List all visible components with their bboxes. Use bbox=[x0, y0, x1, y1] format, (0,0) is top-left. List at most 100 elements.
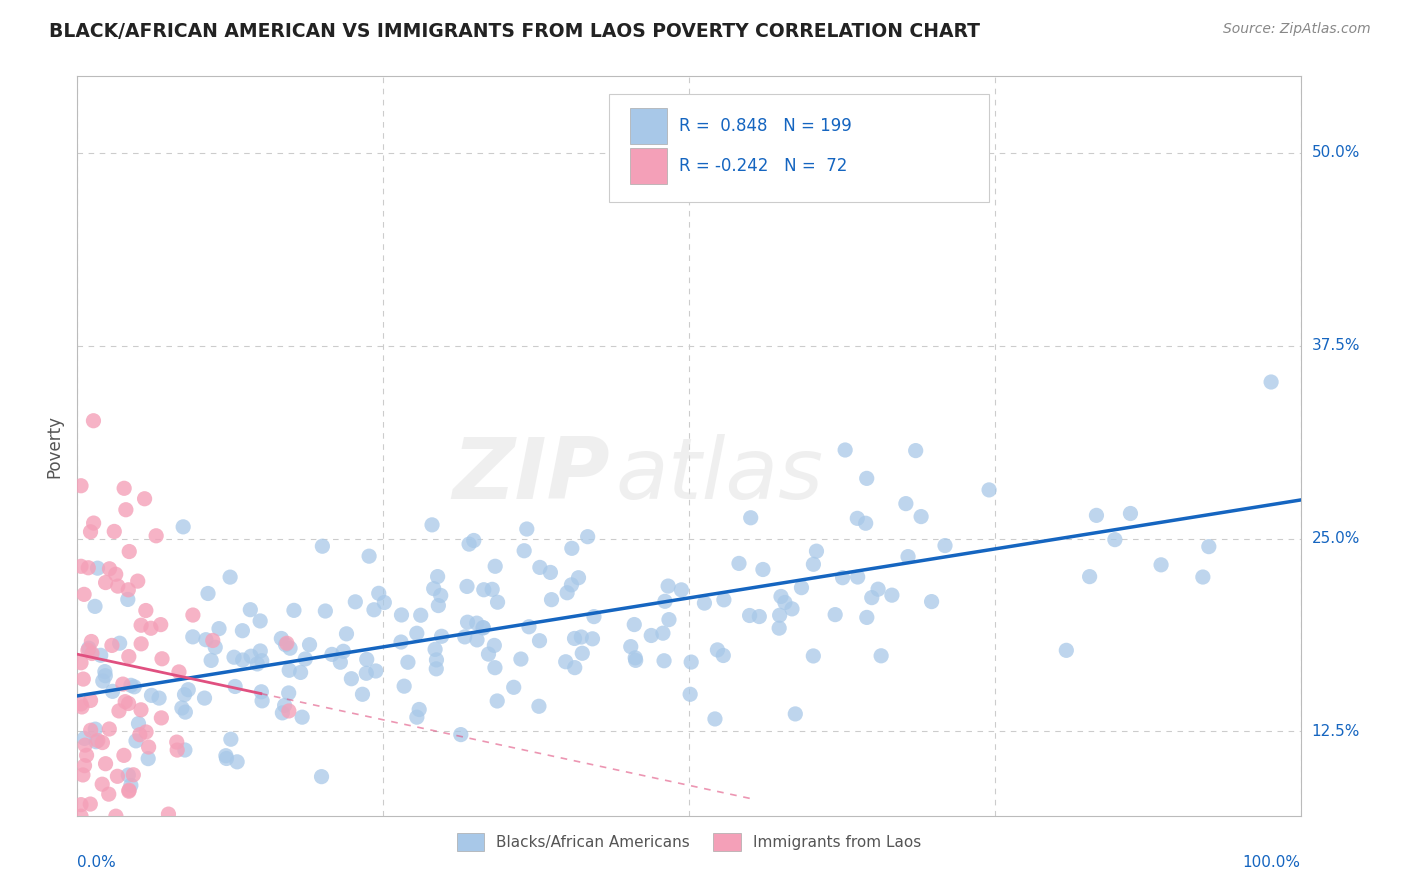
Point bbox=[405, 626, 427, 640]
Point bbox=[84, 599, 107, 614]
Point bbox=[538, 566, 561, 580]
Point bbox=[73, 731, 96, 746]
Point bbox=[246, 657, 269, 671]
Point bbox=[231, 624, 253, 638]
Point bbox=[706, 643, 728, 657]
Point bbox=[222, 650, 245, 665]
Point bbox=[321, 648, 343, 662]
Point bbox=[463, 533, 485, 548]
Point bbox=[98, 722, 121, 736]
Point bbox=[564, 632, 586, 646]
Point bbox=[86, 561, 108, 575]
Point bbox=[135, 603, 157, 617]
Point bbox=[70, 700, 93, 714]
Point bbox=[77, 643, 100, 657]
Point bbox=[117, 697, 139, 711]
Point bbox=[103, 524, 125, 539]
Point bbox=[769, 608, 792, 623]
Point bbox=[910, 509, 932, 524]
Point bbox=[215, 751, 238, 765]
Legend: Blacks/African Americans, Immigrants from Laos: Blacks/African Americans, Immigrants fro… bbox=[451, 827, 927, 856]
Y-axis label: Poverty: Poverty bbox=[45, 415, 63, 477]
Point bbox=[540, 592, 562, 607]
Point bbox=[87, 733, 110, 747]
Point bbox=[117, 768, 139, 782]
Point bbox=[273, 698, 295, 713]
Point bbox=[513, 543, 536, 558]
Point bbox=[454, 630, 477, 644]
Point bbox=[486, 595, 509, 609]
Point bbox=[120, 678, 142, 692]
Point bbox=[118, 784, 141, 798]
Point bbox=[624, 650, 647, 665]
Point bbox=[270, 632, 292, 646]
Point bbox=[344, 595, 367, 609]
Point bbox=[150, 711, 173, 725]
Point bbox=[373, 595, 395, 609]
Point bbox=[846, 570, 869, 584]
Point bbox=[129, 703, 152, 717]
Point bbox=[104, 567, 127, 582]
Point bbox=[340, 672, 363, 686]
Point bbox=[484, 639, 506, 653]
Point bbox=[329, 655, 352, 669]
Point bbox=[569, 630, 592, 644]
Point bbox=[79, 723, 101, 738]
Text: Source: ZipAtlas.com: Source: ZipAtlas.com bbox=[1223, 22, 1371, 37]
Point bbox=[177, 682, 200, 697]
Point bbox=[208, 622, 231, 636]
Point bbox=[465, 632, 488, 647]
Point bbox=[298, 638, 321, 652]
Point bbox=[657, 579, 679, 593]
Point bbox=[94, 575, 117, 590]
Point bbox=[77, 641, 100, 656]
Point bbox=[728, 557, 751, 571]
Point bbox=[564, 660, 586, 674]
Point bbox=[91, 735, 114, 749]
Point bbox=[311, 770, 333, 784]
Point bbox=[276, 636, 298, 650]
Point bbox=[1198, 540, 1220, 554]
Point bbox=[79, 693, 101, 707]
Point bbox=[70, 809, 93, 823]
Point bbox=[114, 695, 136, 709]
Point bbox=[768, 621, 790, 635]
Point bbox=[91, 777, 114, 791]
Point bbox=[166, 735, 188, 749]
Point bbox=[824, 607, 846, 622]
Point bbox=[409, 608, 432, 623]
Point bbox=[846, 511, 869, 525]
Point bbox=[112, 748, 135, 763]
Point bbox=[107, 769, 129, 783]
Point bbox=[181, 630, 204, 644]
Point bbox=[681, 655, 703, 669]
Point bbox=[148, 691, 170, 706]
Point bbox=[860, 591, 883, 605]
Point bbox=[129, 618, 152, 632]
Point bbox=[904, 443, 927, 458]
Point bbox=[977, 483, 1000, 497]
Point bbox=[509, 652, 531, 666]
Point bbox=[141, 689, 163, 703]
Point bbox=[294, 652, 316, 666]
Point bbox=[921, 594, 943, 608]
Point bbox=[1192, 570, 1215, 584]
Point bbox=[1260, 375, 1282, 389]
Point bbox=[457, 615, 479, 630]
Point bbox=[226, 755, 249, 769]
Point bbox=[271, 706, 294, 720]
Point bbox=[738, 608, 761, 623]
Point bbox=[170, 701, 193, 715]
Point bbox=[571, 646, 593, 660]
Point bbox=[84, 722, 107, 736]
Point bbox=[582, 609, 605, 624]
Point bbox=[72, 768, 94, 782]
Point bbox=[118, 544, 141, 558]
Point bbox=[425, 653, 447, 667]
Point bbox=[73, 758, 96, 772]
Point bbox=[870, 648, 893, 663]
Point bbox=[239, 603, 262, 617]
Point bbox=[335, 627, 357, 641]
Point bbox=[420, 517, 443, 532]
Point bbox=[94, 669, 117, 683]
